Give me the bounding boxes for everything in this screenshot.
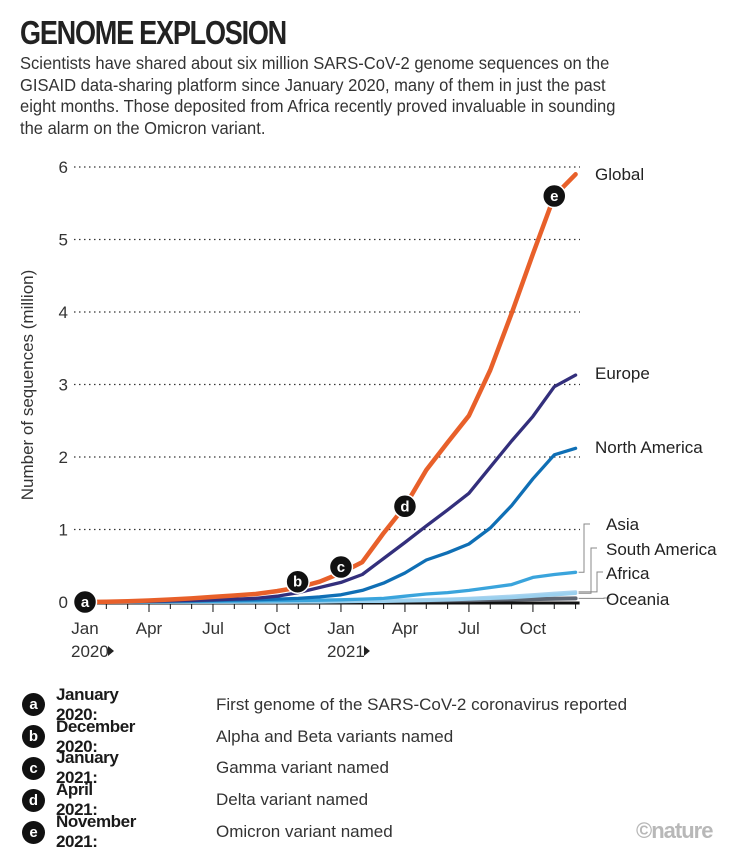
annotation-marker-a: a [72, 589, 98, 615]
note-item: c January 2021: Gamma variant named [22, 748, 389, 787]
marker-letter: a [81, 594, 90, 611]
note-text: Alpha and Beta variants named [216, 726, 454, 746]
triangle-right-icon [108, 646, 114, 656]
note-date: November 2021: [56, 812, 136, 852]
marker-letter: b [293, 574, 302, 591]
y-tick-label: 3 [59, 376, 68, 395]
annotation-legend: a January 2020: First genome of the SARS… [22, 685, 627, 851]
note-text: First genome of the SARS-CoV-2 coronavir… [216, 694, 628, 714]
x-tick-label: Oct [520, 619, 547, 638]
gridlines [74, 166, 580, 531]
note-date: December 2020: [56, 716, 136, 756]
y-axis-label: Number of sequences (million) [18, 270, 37, 501]
x-tick-label: Apr [392, 619, 419, 638]
x-axis: Jan Apr Jul Oct Jan Apr Jul Oct 2020 2021 [71, 601, 580, 661]
annotation-marker-e: e [542, 183, 567, 209]
series-label-africa: Africa [606, 564, 650, 583]
y-tick-label: 0 [59, 593, 68, 612]
x-tick-label: Apr [136, 619, 163, 638]
y-tick-label: 5 [59, 231, 68, 250]
series-label-global: Global [595, 165, 644, 184]
marker-letter: d [400, 498, 409, 515]
annotation-marker-b: b [285, 569, 310, 594]
badge-a-icon: a [22, 693, 45, 717]
chart-subtitle: Scientists have shared about six million… [20, 53, 616, 138]
series-labels: Global Europe North America Asia South A… [595, 165, 717, 609]
x-tick-label: Jan [71, 619, 98, 638]
note-item: b December 2020: Alpha and Beta variants… [22, 717, 453, 756]
marker-circle-icon [392, 494, 418, 519]
marker-letter: c [337, 559, 345, 576]
x-tick-label: Jan [327, 619, 354, 638]
note-text: Gamma variant named [216, 758, 389, 778]
series-lines [82, 172, 578, 605]
leader-line [578, 571, 603, 593]
annotation-markers: a b c d e [72, 183, 567, 615]
y-tick-label: 4 [59, 303, 68, 322]
triangle-right-icon [363, 646, 370, 656]
nature-logo: ©nature [636, 818, 713, 843]
badge-b-icon: b [22, 725, 45, 749]
annotation-marker-d: d [392, 494, 418, 519]
badge-e-icon: e [22, 820, 45, 844]
series-label-asia: Asia [606, 515, 640, 534]
y-tick-label: 2 [59, 448, 68, 467]
series-label-oceania: Oceania [606, 590, 670, 609]
marker-circle-icon [72, 589, 98, 615]
y-axis-ticks: 0 1 2 3 4 5 6 [59, 158, 68, 612]
y-tick-label: 6 [59, 158, 68, 177]
note-date: January 2020: [56, 684, 119, 724]
y-tick-label: 1 [59, 521, 68, 540]
x-tick-label: Jul [202, 619, 224, 638]
chart-title: GENOME EXPLOSION [20, 14, 287, 51]
label-leader-lines [578, 523, 610, 599]
annotation-marker-c: c [328, 554, 354, 580]
leader-line [578, 523, 590, 573]
note-item: e November 2021: Omicron variant named [22, 812, 393, 851]
note-item: a January 2020: First genome of the SARS… [22, 685, 627, 724]
marker-circle-icon [285, 569, 310, 594]
marker-circle-icon [328, 554, 354, 580]
series-label-europe: Europe [595, 364, 650, 383]
note-item: d April 2021: Delta variant named [22, 780, 368, 819]
x-year-label: 2020 [71, 642, 109, 661]
badge-d-icon: d [22, 788, 45, 812]
x-year-label: 2021 [327, 642, 365, 661]
series-label-south-america: South America [606, 540, 717, 559]
series-label-north-america: North America [595, 438, 703, 457]
series-line-global [82, 172, 578, 605]
leader-line [578, 547, 597, 594]
note-date: January 2021: [56, 748, 119, 788]
line-chart: 0 1 2 3 4 5 6 Number of sequences (million) Ja… [18, 158, 717, 661]
badge-c-icon: c [22, 756, 45, 780]
marker-circle-icon [542, 183, 567, 209]
marker-letter: e [550, 188, 558, 205]
x-tick-label: Oct [264, 619, 291, 638]
x-tick-label: Jul [458, 619, 480, 638]
note-date: April 2021: [56, 780, 98, 820]
note-text: Delta variant named [216, 790, 369, 810]
note-text: Omicron variant named [216, 822, 393, 842]
